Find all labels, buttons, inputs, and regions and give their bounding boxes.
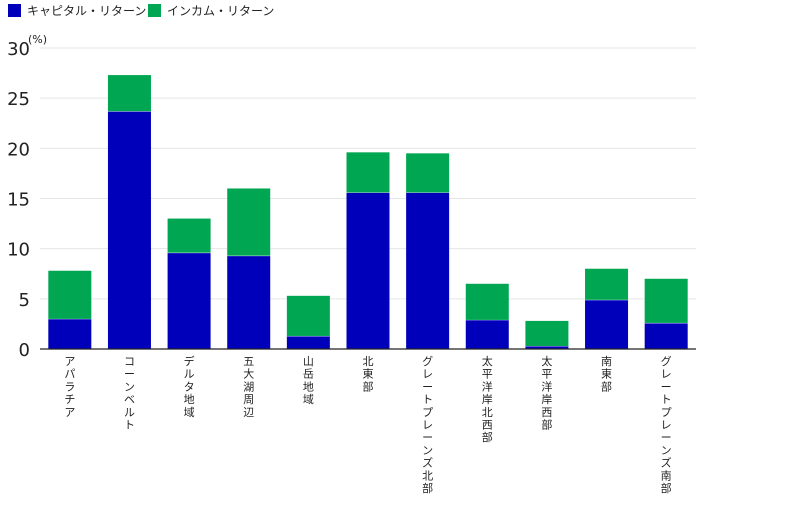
category-label: 太平洋岸北西部 [482, 355, 493, 444]
category-label: グレートプレーンズ北部 [422, 354, 433, 495]
category-label: アパラチア [64, 355, 75, 419]
bar-segment-capital [167, 252, 211, 349]
y-tick-label: 25 [7, 89, 30, 110]
y-tick-label: 5 [19, 290, 30, 311]
legend-swatch-2 [148, 4, 161, 17]
category-labels: アパラチア コーンベルト デルタ地域 五大湖周辺 山岳地域 北東部 グレートプレーンズ北部 太… [64, 354, 671, 495]
category-label: コーンベルト [124, 355, 135, 432]
y-tick-label: 15 [7, 190, 30, 211]
bar-segment-capital [346, 192, 390, 349]
category-label: 北東部 [363, 355, 374, 393]
category-label: デルタ地域 [184, 354, 195, 419]
category-label: グレートプレーンズ南部 [661, 354, 672, 495]
bar-segment-capital [48, 318, 92, 349]
bar-segment-income [644, 278, 688, 323]
category-label: 五大湖周辺 [243, 355, 254, 419]
bar-segment-capital [107, 111, 151, 350]
bar-segment-capital [286, 335, 330, 349]
bar-segment-income [167, 218, 211, 253]
bar-segment-income [585, 268, 629, 300]
category-label: 南東部 [601, 355, 612, 393]
legend-label-2: インカム・リターン [167, 4, 274, 18]
y-tick-label: 0 [19, 340, 30, 361]
bar-segment-income [525, 320, 569, 346]
bar-segment-capital [227, 255, 271, 349]
bar-segment-capital [465, 319, 509, 349]
bar-segment-capital [525, 345, 569, 349]
legend-swatch-1 [8, 4, 21, 17]
bars [48, 75, 688, 350]
category-label: 太平洋岸西部 [541, 355, 552, 432]
bar-segment-capital [644, 322, 688, 349]
bar-segment-income [286, 295, 330, 336]
bar-segment-capital [406, 192, 450, 349]
bar-segment-income [406, 153, 450, 193]
category-label: 山岳地域 [303, 355, 314, 406]
y-tick-label: 30 [7, 39, 30, 60]
bar-segment-capital [585, 299, 629, 349]
y-axis-unit-label: (%) [28, 33, 47, 46]
legend-label-1: キャピタル・リターン [27, 4, 146, 18]
y-axis-ticks: 0 5 10 15 20 25 30 [7, 39, 30, 361]
bar-segment-income [227, 188, 271, 256]
bar-segment-income [107, 75, 151, 112]
bar-segment-income [346, 152, 390, 193]
bar-segment-income [465, 283, 509, 320]
y-tick-label: 10 [7, 240, 30, 261]
legend: キャピタル・リターン インカム・リターン [8, 4, 274, 18]
y-tick-label: 20 [7, 139, 30, 160]
bar-segment-income [48, 270, 92, 319]
